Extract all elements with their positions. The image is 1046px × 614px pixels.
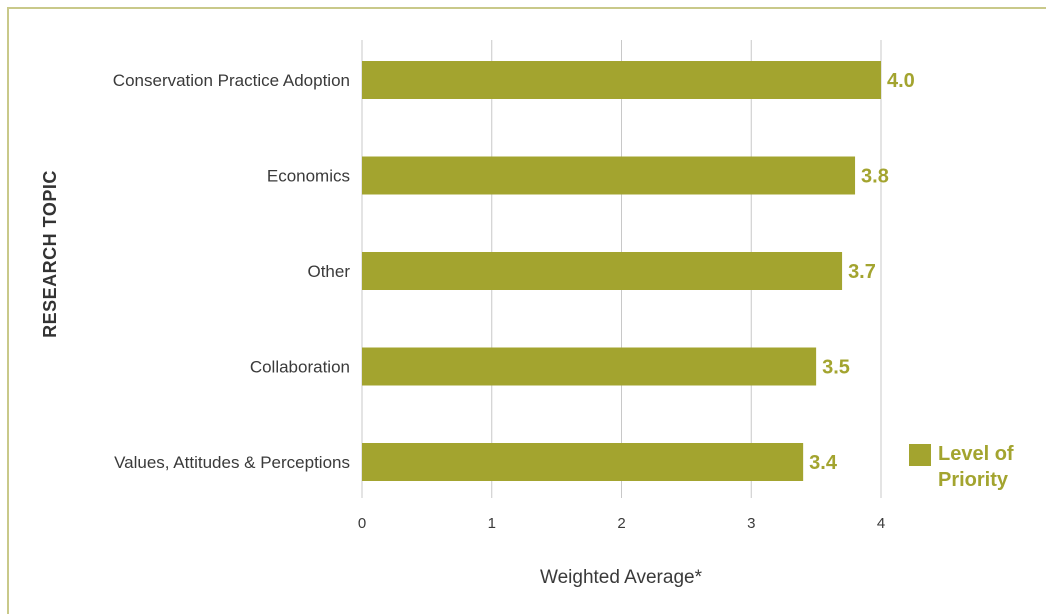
bar bbox=[362, 61, 881, 99]
legend-label-line-2: Priority bbox=[938, 469, 1009, 491]
x-tick-label: 2 bbox=[617, 515, 625, 532]
bar bbox=[362, 156, 856, 195]
legend: Level of Priority bbox=[909, 443, 1014, 491]
data-label: 3.8 bbox=[861, 166, 889, 188]
category-label: Other bbox=[307, 262, 350, 281]
value-labels: 4.0 3.8 3.7 3.5 3.4 bbox=[809, 70, 915, 474]
data-label: 3.5 bbox=[822, 357, 850, 379]
x-tick-labels: 0 1 2 3 4 bbox=[358, 515, 885, 532]
data-label: 3.7 bbox=[848, 261, 876, 283]
x-tick-label: 0 bbox=[358, 515, 366, 532]
legend-label-line-1: Level of bbox=[938, 443, 1014, 465]
x-axis-title: Weighted Average* bbox=[540, 567, 703, 588]
chart-frame bbox=[7, 7, 1046, 614]
x-tick-label: 4 bbox=[877, 515, 885, 532]
category-label: Economics bbox=[267, 167, 350, 186]
x-tick-label: 3 bbox=[747, 515, 755, 532]
category-label: Values, Attitudes & Perceptions bbox=[114, 453, 350, 472]
data-label: 3.4 bbox=[809, 452, 838, 474]
category-label: Collaboration bbox=[250, 358, 350, 377]
category-labels: Conservation Practice Adoption Economics O… bbox=[113, 71, 351, 472]
bar bbox=[362, 443, 804, 481]
bars bbox=[362, 61, 881, 481]
bar bbox=[362, 252, 843, 290]
x-tick-label: 1 bbox=[488, 515, 496, 532]
data-label: 4.0 bbox=[887, 70, 915, 92]
bar bbox=[362, 347, 817, 386]
legend-swatch bbox=[909, 444, 931, 466]
category-label: Conservation Practice Adoption bbox=[113, 71, 350, 90]
y-axis-title: RESEARCH TOPIC bbox=[40, 170, 60, 338]
